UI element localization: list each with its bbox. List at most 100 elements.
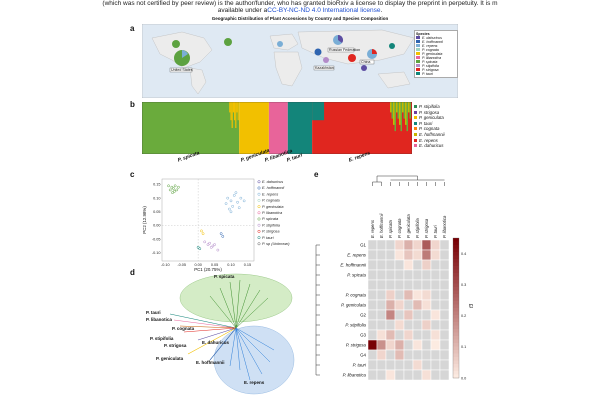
- legend-label: P. cognata: [419, 126, 440, 132]
- heatmap-cell: [367, 299, 378, 311]
- pca-point: [170, 185, 174, 189]
- heatmap-cell: [421, 279, 432, 291]
- legend-label: P. stipifolia: [422, 64, 439, 68]
- colorbar-segment: [453, 336, 459, 340]
- admixture-stripe: [232, 102, 234, 113]
- pca-legend-marker: [257, 180, 261, 184]
- pca-point: [242, 199, 246, 203]
- admixture-stripe: [394, 102, 396, 132]
- heatmap-cell: [367, 329, 378, 341]
- heatmap-cell: [394, 309, 405, 321]
- heatmap-cell: [439, 279, 450, 291]
- panel-d-label: d: [130, 268, 135, 277]
- spicata-clade-ellipse: [179, 273, 293, 323]
- colorbar-tick-label: 0.0: [461, 376, 466, 380]
- heatmap-cell: [394, 369, 405, 381]
- admixture-stripe: [235, 102, 237, 128]
- legend-label: P. stipifolia: [419, 104, 440, 109]
- heatmap-cell: [412, 309, 423, 321]
- legend-swatch: [416, 72, 420, 75]
- admixture-stripe: [402, 102, 404, 113]
- pca-point: [171, 191, 174, 195]
- pca-point: [167, 184, 170, 188]
- heatmap-cell: [376, 239, 387, 251]
- pca-point: [231, 204, 234, 208]
- heatmap-column-label: E. hoffmannii: [379, 212, 384, 238]
- tree-label-spicata: P. spicata: [214, 274, 235, 279]
- colorbar-segment: [453, 322, 459, 326]
- heatmap-cell: [367, 369, 378, 381]
- panel-c-label: c: [130, 170, 135, 179]
- heatmap-column-label: P. libanotica: [442, 215, 447, 238]
- heatmap-cell: [376, 349, 387, 361]
- heatmap-cell: [367, 249, 378, 261]
- colorbar-segment: [453, 297, 459, 302]
- pca-point: [198, 247, 202, 251]
- heatmap-cell: [439, 269, 450, 281]
- colorbar-segment: [453, 357, 459, 361]
- heatmap-cell: [403, 309, 414, 321]
- map-legend-item: P. stipifolia: [416, 64, 456, 68]
- heatmap-cell: [403, 289, 414, 301]
- australia-shape: [377, 71, 411, 89]
- map-legend-item: P. geniculata: [416, 52, 456, 56]
- country-label-china: China: [361, 60, 371, 64]
- pca-point: [236, 200, 239, 204]
- pca-point: [224, 202, 228, 205]
- structure-legend-item: P. strigosa: [414, 110, 464, 116]
- legend-swatch: [414, 127, 417, 131]
- heatmap-cell: [403, 319, 414, 331]
- heatmap-cell: [421, 339, 432, 351]
- heatmap-cell: [376, 289, 387, 301]
- legend-swatch: [414, 105, 417, 108]
- heatmap-cell: [394, 259, 405, 271]
- admixture-stripe: [230, 102, 232, 121]
- pca-plot-area: [161, 178, 255, 262]
- pca-legend-marker: [257, 211, 261, 215]
- heatmap-row-label: P. spicata: [347, 273, 366, 278]
- heatmap-cell: [394, 329, 405, 341]
- heatmap-cell: [439, 369, 450, 381]
- heatmap-cell: [394, 249, 405, 261]
- heatmap-cell: [439, 309, 450, 321]
- colorbar-frame: [452, 237, 460, 379]
- colorbar-segment: [453, 371, 459, 375]
- heatmap-cell: [439, 329, 450, 341]
- country-label-kazakhstan: Kazakhstan: [315, 66, 334, 70]
- colorbar-segment: [453, 332, 459, 337]
- f3-heatmap: E. repens E. hoffmannii P. spicata P. cogna…: [315, 175, 475, 381]
- pca-point: [237, 206, 241, 210]
- heatmap-cell: [394, 359, 405, 371]
- legend-swatch: [416, 56, 420, 59]
- pca-legend-marker: [257, 236, 261, 240]
- heatmap-cell: [367, 309, 378, 321]
- colorbar-segment: [453, 315, 459, 319]
- y-tick-label: 0.10: [153, 196, 160, 200]
- colorbar-segment: [453, 273, 459, 277]
- heatmap-cell: [385, 329, 396, 341]
- africa-shape: [273, 51, 303, 87]
- heatmap-cell: [376, 249, 387, 261]
- heatmap-cell: [412, 249, 423, 261]
- map-legend-item: E. hoffmannii: [416, 40, 456, 44]
- legend-swatch: [414, 144, 417, 148]
- heatmap-cell: [439, 299, 450, 311]
- heatmap-cell: [385, 339, 396, 351]
- structure-legend-item: E. repens: [414, 138, 464, 144]
- legend-label: E. repens: [422, 44, 438, 48]
- heatmap-cell: [385, 309, 396, 321]
- heatmap-cell: [430, 309, 441, 321]
- colorbar-segment: [453, 252, 459, 256]
- legend-swatch: [416, 44, 420, 47]
- colorbar-segment: [453, 311, 459, 316]
- legend-swatch: [414, 138, 417, 142]
- tree-label-tauri: P. tauri: [146, 310, 161, 315]
- heatmap-cell: [403, 359, 414, 371]
- map-legend-title: Species: [416, 32, 430, 36]
- structure-legend-item: P. cognata: [414, 126, 464, 132]
- map-legend-item: P. cognata: [416, 48, 456, 52]
- license-link[interactable]: CC-BY-NC-ND 4.0 International license: [267, 7, 381, 14]
- heatmap-row-label: G4: [360, 353, 366, 358]
- heatmap-row-label: P. strigosa: [346, 343, 367, 348]
- heatmap-cell: [421, 349, 432, 361]
